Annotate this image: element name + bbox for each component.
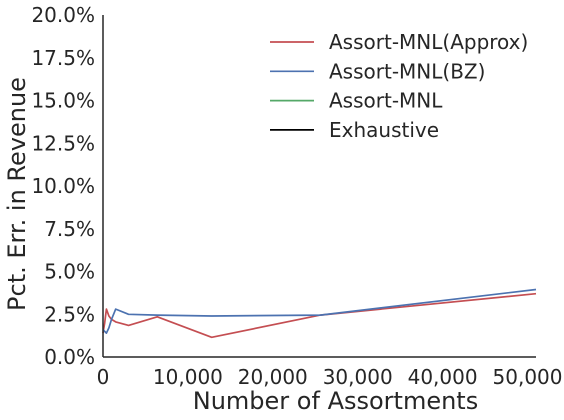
series-line-assort-mnl-bz <box>102 288 537 334</box>
legend-label: Exhaustive <box>329 118 439 142</box>
series-line-assort-mnl-approx <box>102 292 537 339</box>
legend-label: Assort-MNL <box>329 89 443 113</box>
y-tick-label: 7.5% <box>44 217 95 241</box>
x-tick-label: 30,000 <box>323 365 393 389</box>
y-axis-title: Pct. Err. in Revenue <box>3 77 31 311</box>
y-tick-label: 0.0% <box>44 345 95 369</box>
series-lines <box>102 288 537 339</box>
y-tick-label: 20.0% <box>31 3 95 27</box>
x-tick-label: 0 <box>97 365 110 389</box>
y-tick-label: 12.5% <box>31 131 95 155</box>
x-tick-label: 20,000 <box>238 365 308 389</box>
x-axis-ticks: 0 10,000 20,000 30,000 40,000 50,000 <box>97 365 563 389</box>
x-tick-label: 50,000 <box>493 365 563 389</box>
y-tick-label: 17.5% <box>31 46 95 70</box>
y-axis-ticks: 0.0% 2.5% 5.0% 7.5% 10.0% 12.5% 15.0% 17.5% 20.0… <box>31 3 95 369</box>
x-tick-label: 40,000 <box>408 365 478 389</box>
legend: Assort-MNL(Approx) Assort-MNL(BZ) Assort-M… <box>270 30 528 142</box>
x-axis-title: Number of Assortments <box>193 387 478 415</box>
y-tick-label: 2.5% <box>44 302 95 326</box>
y-tick-label: 15.0% <box>31 89 95 113</box>
legend-label: Assort-MNL(Approx) <box>329 30 528 54</box>
x-tick-label: 10,000 <box>153 365 223 389</box>
y-tick-label: 5.0% <box>44 260 95 284</box>
y-tick-label: 10.0% <box>31 174 95 198</box>
legend-label: Assort-MNL(BZ) <box>329 59 485 83</box>
plot-area <box>102 15 537 358</box>
